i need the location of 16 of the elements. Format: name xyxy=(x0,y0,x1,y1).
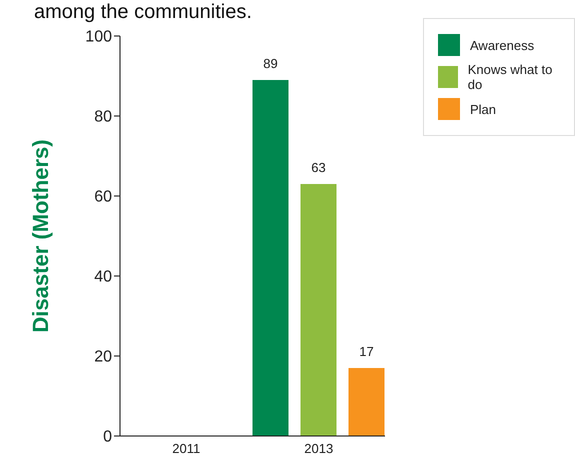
chart-title: among the communities. xyxy=(34,0,252,24)
legend-label: Awareness xyxy=(470,38,534,52)
x-tick-label: 2013 xyxy=(304,441,334,456)
legend-label: Knows what to do xyxy=(468,62,554,92)
x-tick-label: 2011 xyxy=(172,441,200,456)
data-label: 63 xyxy=(311,160,326,175)
y-tick-label: 100 xyxy=(85,28,112,46)
y-tick-label: 60 xyxy=(94,188,112,206)
legend-label: Plan xyxy=(470,102,496,116)
data-label: 89 xyxy=(263,56,278,71)
y-tick-label: 80 xyxy=(94,108,112,126)
data-label: 17 xyxy=(359,344,374,359)
y-tick-label: 0 xyxy=(103,428,112,446)
y-tick-label: 40 xyxy=(94,268,112,286)
y-tick-label: 20 xyxy=(94,348,112,366)
y-axis-title: Disaster (Mothers) xyxy=(28,139,53,333)
